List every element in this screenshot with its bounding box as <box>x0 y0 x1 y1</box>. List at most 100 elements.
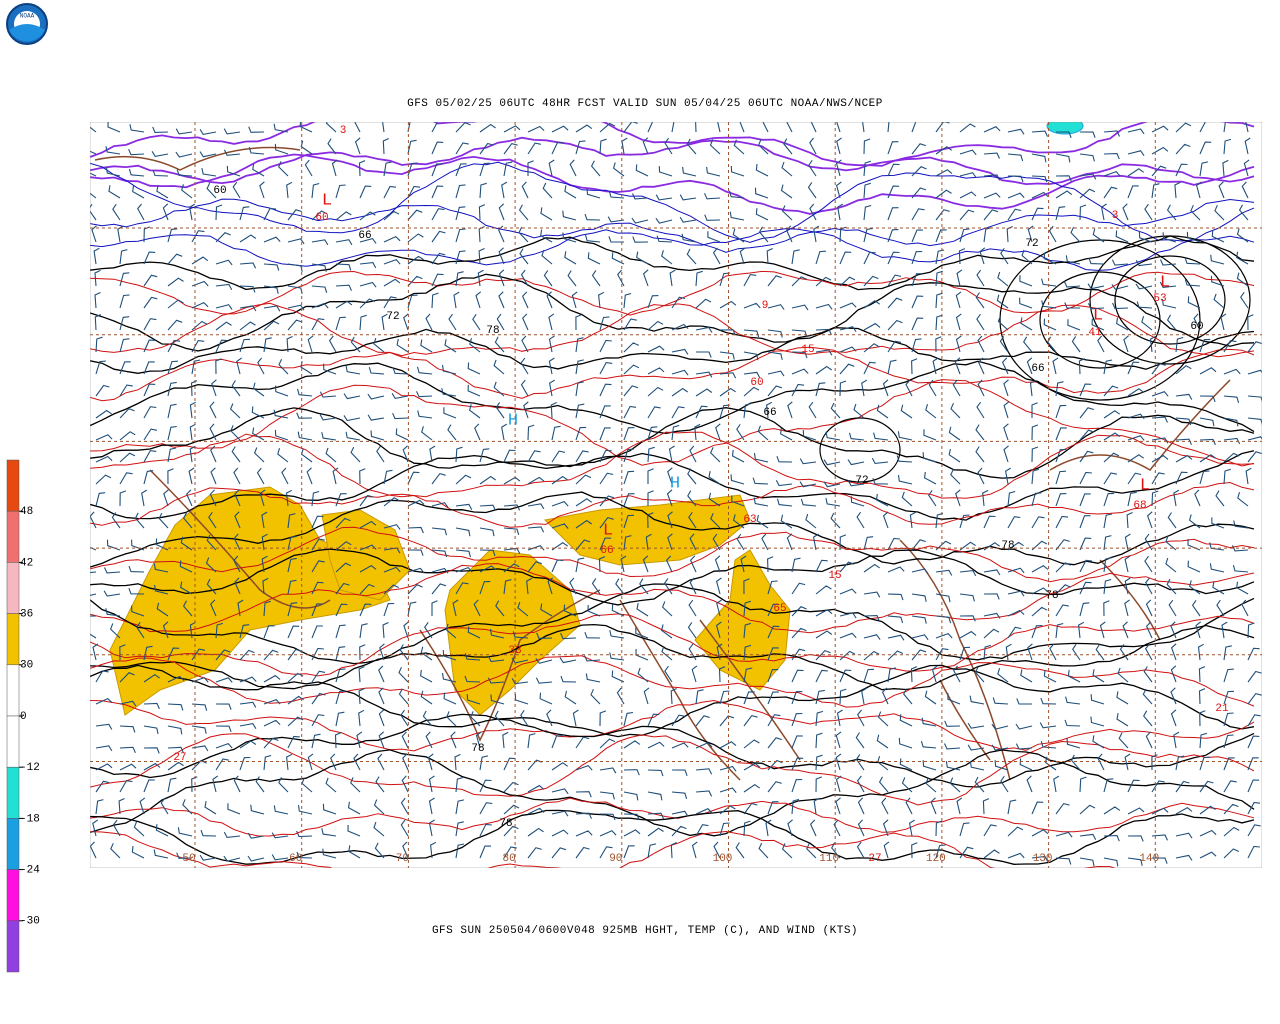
contour-label: 66 <box>1031 363 1044 375</box>
contour-line <box>90 481 1255 528</box>
noaa-logo: NOAA <box>6 3 48 45</box>
colorbar-segment <box>6 562 20 614</box>
map-area <box>90 122 1262 868</box>
colorbar-tick-label: -30 <box>20 916 40 928</box>
contour-label: 78 <box>1001 540 1014 552</box>
contour-line <box>90 583 1255 665</box>
contour-ring <box>999 239 1201 401</box>
contour-label: 63 <box>743 514 756 526</box>
contour-label: 9 <box>762 300 769 312</box>
contour-label: 21 <box>1215 703 1229 715</box>
contour-label: 60 <box>315 212 328 224</box>
coastlines <box>94 146 1231 781</box>
contour-label: H <box>508 411 518 430</box>
colorbar-tick-label: 36 <box>20 609 33 621</box>
contour-line <box>90 136 1255 186</box>
lat-lon-grid <box>90 122 1262 868</box>
longitude-label: 90 <box>609 853 622 865</box>
contour-line <box>90 273 1255 352</box>
contour-label: L <box>322 191 332 210</box>
contour-label: 78 <box>471 743 484 755</box>
longitude-label: 70 <box>396 853 409 865</box>
contour-line <box>90 797 1255 837</box>
contour-label: 53 <box>1153 293 1166 305</box>
contour-label: L <box>603 521 613 540</box>
contour-line <box>90 623 1255 691</box>
colorbar-segment <box>6 715 20 768</box>
contour-line <box>90 491 1255 568</box>
contour-line <box>90 407 1255 479</box>
contour-line <box>90 749 1255 837</box>
contour-label: 60 <box>213 185 226 197</box>
colorbar-tick-label: -24 <box>20 865 40 877</box>
map-title: GFS 05/02/25 06UTC 48HR FCST VALID SUN 0… <box>407 98 883 110</box>
contour-label: 15 <box>828 570 841 582</box>
contour-label: 66 <box>600 545 613 557</box>
colorbar-segment <box>6 459 20 512</box>
contour-label: 60 <box>750 377 763 389</box>
colorbar-tick-label: 48 <box>20 506 33 518</box>
colorbar-segment <box>6 613 20 666</box>
longitude-label: 60 <box>289 853 302 865</box>
contours <box>90 122 1255 868</box>
colorbar-segment <box>6 818 20 870</box>
longitude-label: 50 <box>182 853 195 865</box>
contour-label: 72 <box>855 475 868 487</box>
contour-line <box>90 302 1255 358</box>
longitude-label: 80 <box>502 853 515 865</box>
contour-line <box>90 733 1255 806</box>
contour-label: 3 <box>340 125 347 137</box>
contour-label: 15 <box>801 344 814 356</box>
contour-line <box>90 664 1255 738</box>
longitude-label: 110 <box>819 853 839 865</box>
colorbar-segment <box>6 766 20 819</box>
colorbar-segment <box>6 510 20 563</box>
colorbar-segment <box>6 869 20 922</box>
logo-text: NOAA <box>20 13 35 20</box>
contour-line <box>90 346 1255 402</box>
contour-label: 3 <box>1112 210 1119 222</box>
contour-label: 78 <box>1045 590 1058 602</box>
contour-label: H <box>670 474 680 493</box>
contour-line <box>90 228 1255 271</box>
contour-line <box>90 655 1255 708</box>
contour-ring <box>1039 271 1161 369</box>
colorbar: 48 42 36 30 0 -12 -18 -24 -30 <box>6 459 40 973</box>
contour-line <box>90 699 1255 752</box>
contour-ring <box>1114 255 1226 345</box>
longitude-label: 130 <box>1033 853 1053 865</box>
contour-line <box>90 270 1255 316</box>
colorbar-segment <box>6 920 20 973</box>
contour-label: 68 <box>1133 500 1146 512</box>
contour-line <box>90 153 1255 215</box>
colorbar-tick-label: 30 <box>20 660 33 672</box>
colorbar-tick-label: -12 <box>20 762 40 774</box>
barb-field <box>90 122 1262 867</box>
contour-label: 78 <box>499 818 512 830</box>
contour-label: 27 <box>868 853 881 865</box>
contour-label: L <box>1140 476 1150 495</box>
contour-label: 66 <box>763 407 776 419</box>
contour-label: 27 <box>173 752 186 764</box>
contour-label: 72 <box>386 311 399 323</box>
longitude-labels: 50 60 70 80 90 100 110 120 130 140 <box>182 853 1159 865</box>
longitude-label: 120 <box>926 853 946 865</box>
contour-label: L <box>1160 273 1170 292</box>
contour-line <box>90 161 1255 243</box>
contour-label: 33 <box>508 645 521 657</box>
contour-label: 72 <box>1025 238 1038 250</box>
contour-label: 65 <box>773 603 786 615</box>
colorbar-tick-label: 42 <box>20 557 33 569</box>
contour-label: 66 <box>358 230 371 242</box>
contour-label: 78 <box>486 325 499 337</box>
longitude-label: 140 <box>1139 853 1159 865</box>
contour-ring <box>1089 235 1251 365</box>
colorbar-tick-label: -18 <box>20 813 40 825</box>
contour-line <box>90 548 1255 606</box>
contour-label: L <box>1093 306 1103 325</box>
contour-line <box>90 235 1255 291</box>
temperature-shading <box>109 122 1084 716</box>
